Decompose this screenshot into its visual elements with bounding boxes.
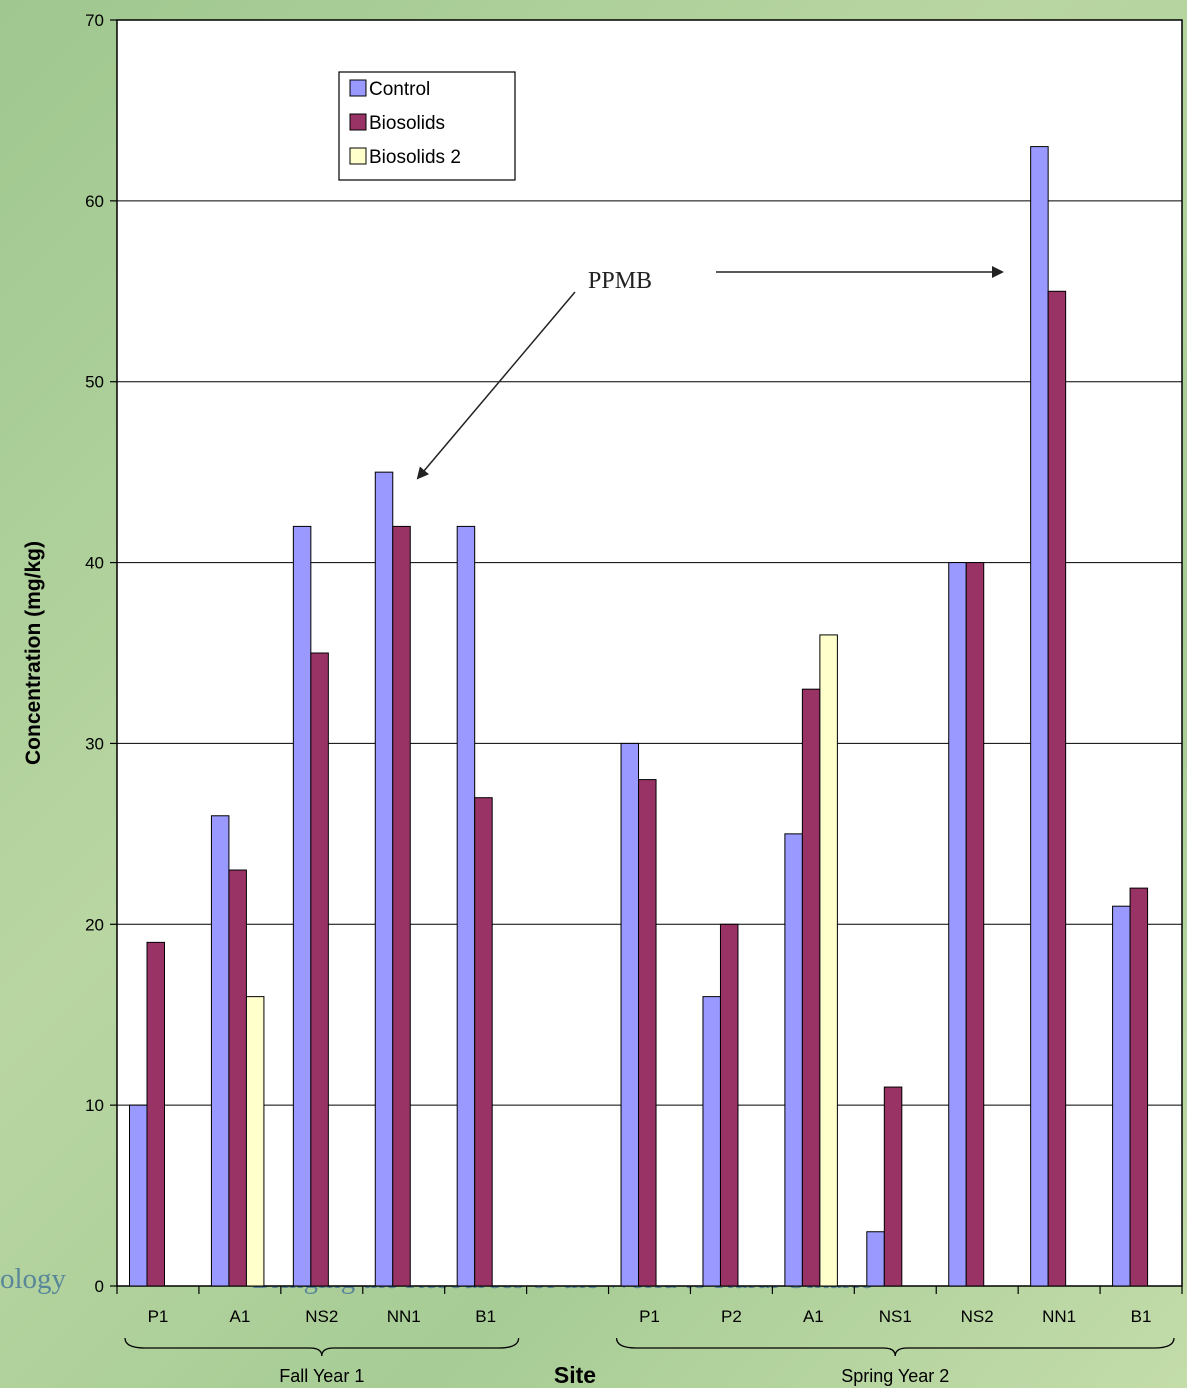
x-tick-label: A1 — [803, 1307, 824, 1326]
bar-biosolids — [146, 941, 165, 1287]
x-tick-label: NS2 — [961, 1307, 994, 1326]
x-tick-label: NN1 — [1042, 1307, 1076, 1326]
y-tick-label: 50 — [85, 373, 104, 392]
group-label: Spring Year 2 — [841, 1366, 949, 1386]
bar-control — [1030, 146, 1049, 1287]
legend-swatch — [349, 79, 367, 97]
y-tick-label: 40 — [85, 554, 104, 573]
bar-biosolids — [1129, 887, 1149, 1287]
legend-swatch — [349, 147, 367, 165]
x-tick-label: B1 — [1131, 1307, 1152, 1326]
bar-biosolids — [638, 779, 657, 1287]
x-tick-label: P2 — [721, 1307, 742, 1326]
bar-biosolids — [1047, 290, 1067, 1287]
category-groups: Fall Year 1 Spring Year 2 — [124, 1337, 1175, 1386]
bar-biosolids-2 — [245, 996, 265, 1287]
bar-control — [210, 815, 230, 1287]
bar-control — [129, 1104, 148, 1287]
legend-label: Biosolids — [369, 113, 445, 134]
bar-control — [292, 525, 312, 1287]
legend-swatch — [349, 113, 367, 131]
x-axis: P1 A1 NS2 NN1 B1 P1 P2 A1 NS1 NS2 NN1 B1 — [116, 1286, 1183, 1326]
bar-control — [1112, 905, 1131, 1287]
annotation-arrow-left — [416, 291, 576, 480]
y-tick-label: 0 — [95, 1277, 104, 1296]
bar-biosolids — [883, 1086, 903, 1287]
bars — [129, 146, 1149, 1287]
bar-biosolids — [310, 652, 329, 1287]
ppmb-annotation: PPMB — [416, 266, 1004, 480]
x-tick-label: NN1 — [387, 1307, 421, 1326]
annotation-text: PPMB — [588, 268, 652, 294]
footer-left-text: ology — [0, 1263, 67, 1295]
group-brace — [615, 1337, 1175, 1357]
legend: Control Biosolids Biosolids 2 — [338, 71, 516, 181]
bar-biosolids — [801, 688, 821, 1287]
bar-control — [948, 562, 967, 1287]
x-tick-label: P1 — [639, 1307, 660, 1326]
group-label: Fall Year 1 — [279, 1366, 364, 1386]
x-tick-label: P1 — [148, 1307, 169, 1326]
x-tick-label: NS1 — [879, 1307, 912, 1326]
y-axis: 0 10 20 30 40 50 60 70 — [85, 11, 117, 1296]
y-tick-label: 60 — [85, 192, 104, 211]
bar-biosolids — [392, 525, 411, 1287]
bar-control — [784, 833, 803, 1287]
y-tick-label: 10 — [85, 1096, 104, 1115]
y-tick-label: 70 — [85, 11, 104, 30]
bar-control — [620, 742, 640, 1287]
bar-biosolids — [228, 869, 247, 1287]
bar-biosolids — [719, 923, 739, 1287]
y-axis-title: Concentration (mg/kg) — [22, 541, 45, 765]
x-tick-label: NS2 — [305, 1307, 338, 1326]
group-brace — [124, 1337, 520, 1357]
y-tick-label: 30 — [85, 734, 104, 753]
bar-control — [702, 996, 721, 1287]
x-tick-label: A1 — [229, 1307, 250, 1326]
legend-label: Control — [369, 79, 430, 100]
legend-box — [338, 71, 516, 181]
bar-control — [374, 471, 394, 1287]
bar-biosolids — [965, 562, 985, 1287]
legend-label: Biosolids 2 — [369, 147, 461, 168]
bar-control — [866, 1231, 885, 1287]
bar-control — [456, 525, 476, 1287]
bar-biosolids — [474, 797, 493, 1287]
bar-biosolids-2 — [819, 634, 838, 1287]
y-tick-label: 20 — [85, 915, 104, 934]
x-tick-label: B1 — [475, 1307, 496, 1326]
x-axis-title: Site — [554, 1362, 596, 1388]
